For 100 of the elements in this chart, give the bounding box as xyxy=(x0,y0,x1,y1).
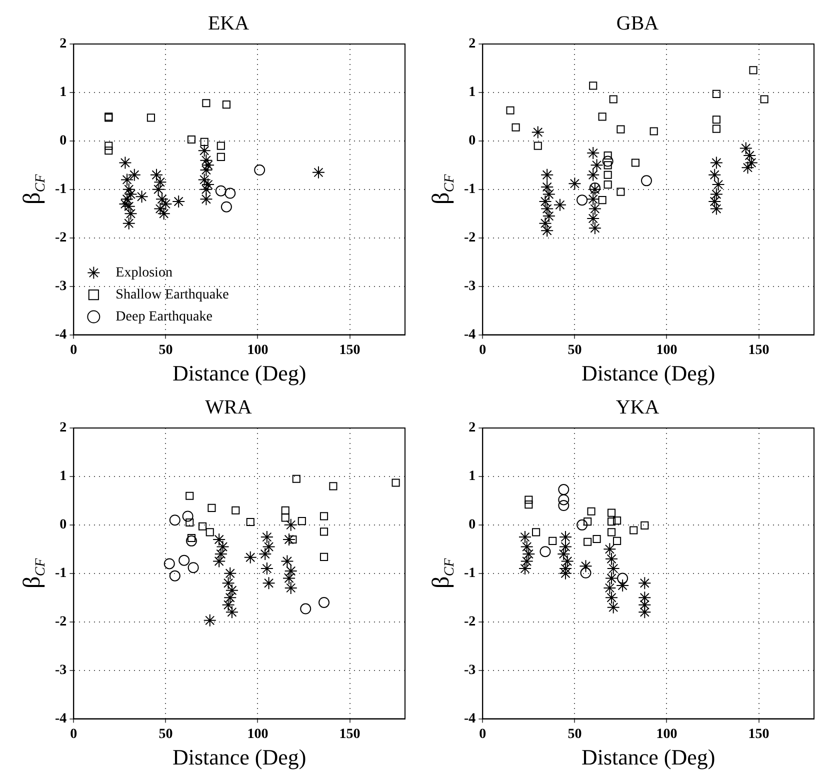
point xyxy=(150,168,163,182)
point xyxy=(712,90,720,98)
point xyxy=(281,506,290,514)
x-tick-label: 50 xyxy=(158,726,173,742)
point xyxy=(298,517,306,526)
point xyxy=(169,570,180,582)
point xyxy=(524,500,533,509)
point xyxy=(540,546,551,558)
point xyxy=(280,554,294,568)
point xyxy=(638,606,652,619)
x-tick-label: 100 xyxy=(656,342,678,358)
x-tick-label: 0 xyxy=(70,726,78,742)
point xyxy=(225,584,238,597)
point xyxy=(712,124,720,133)
point xyxy=(588,182,602,196)
point xyxy=(172,195,186,208)
point xyxy=(164,558,175,570)
point xyxy=(260,562,274,576)
y-tick-label: 0 xyxy=(468,134,476,149)
point xyxy=(208,504,216,512)
point xyxy=(146,114,156,122)
point xyxy=(258,548,272,561)
point xyxy=(553,198,566,212)
y-tick-label: -1 xyxy=(464,566,476,582)
point xyxy=(104,146,113,155)
point xyxy=(540,180,554,194)
point xyxy=(169,514,180,526)
point xyxy=(558,530,572,544)
y-tick-label: -1 xyxy=(464,182,476,198)
point xyxy=(506,106,514,114)
point xyxy=(603,542,616,556)
point xyxy=(212,554,226,568)
point xyxy=(246,518,254,526)
y-tick-label: -4 xyxy=(54,711,67,726)
point xyxy=(584,538,592,546)
point xyxy=(630,526,638,534)
x-tick-label: 0 xyxy=(479,726,486,742)
x-axis-title: Distance (Deg) xyxy=(172,360,306,386)
point xyxy=(120,173,134,186)
point xyxy=(312,166,325,179)
point xyxy=(548,536,557,545)
point xyxy=(284,518,298,532)
point xyxy=(182,510,194,522)
point xyxy=(602,156,614,167)
y-axis-title: βCF xyxy=(20,174,49,204)
point xyxy=(225,606,238,619)
point xyxy=(538,195,552,208)
point xyxy=(540,168,554,182)
y-tick-label: 1 xyxy=(60,469,67,484)
point xyxy=(531,126,544,139)
x-axis-title: Distance (Deg) xyxy=(172,744,306,770)
point xyxy=(538,216,552,230)
x-tick-label: 150 xyxy=(748,726,770,742)
point xyxy=(122,200,136,213)
point xyxy=(216,540,230,554)
x-tick-label: 100 xyxy=(247,726,268,742)
point xyxy=(224,566,237,580)
y-tick-label: 2 xyxy=(60,36,67,52)
x-tick-label: 0 xyxy=(479,342,486,358)
point xyxy=(542,188,556,201)
point xyxy=(638,598,652,612)
point xyxy=(120,192,134,206)
point xyxy=(590,158,604,172)
point xyxy=(262,540,276,554)
point xyxy=(607,508,616,517)
x-tick-label: 50 xyxy=(568,342,582,358)
point xyxy=(214,548,228,561)
point xyxy=(588,202,602,216)
y-tick-label: 1 xyxy=(60,85,67,100)
point xyxy=(588,222,602,235)
point xyxy=(244,550,257,564)
point xyxy=(518,562,532,576)
y-tick-label: 1 xyxy=(468,85,476,100)
y-tick-label: -1 xyxy=(54,566,67,582)
y-tick-label: -4 xyxy=(464,711,476,726)
point xyxy=(587,507,596,516)
point xyxy=(579,560,592,573)
point xyxy=(128,168,141,182)
point xyxy=(712,116,720,124)
x-tick-label: 150 xyxy=(748,342,770,358)
point xyxy=(650,127,658,136)
point xyxy=(203,614,216,627)
point xyxy=(292,474,300,483)
point xyxy=(560,554,574,568)
point xyxy=(216,152,225,161)
point xyxy=(262,576,276,590)
point xyxy=(743,148,756,162)
point xyxy=(603,581,616,594)
point xyxy=(222,100,230,109)
point xyxy=(568,177,582,190)
y-tick-label: -4 xyxy=(54,327,67,342)
point xyxy=(558,540,572,554)
point xyxy=(540,202,554,216)
point xyxy=(606,562,620,576)
y-tick-label: -3 xyxy=(54,662,67,678)
point xyxy=(118,197,132,210)
x-tick-label: 0 xyxy=(70,342,78,358)
point xyxy=(710,156,723,170)
point xyxy=(188,562,199,574)
point xyxy=(202,99,210,108)
